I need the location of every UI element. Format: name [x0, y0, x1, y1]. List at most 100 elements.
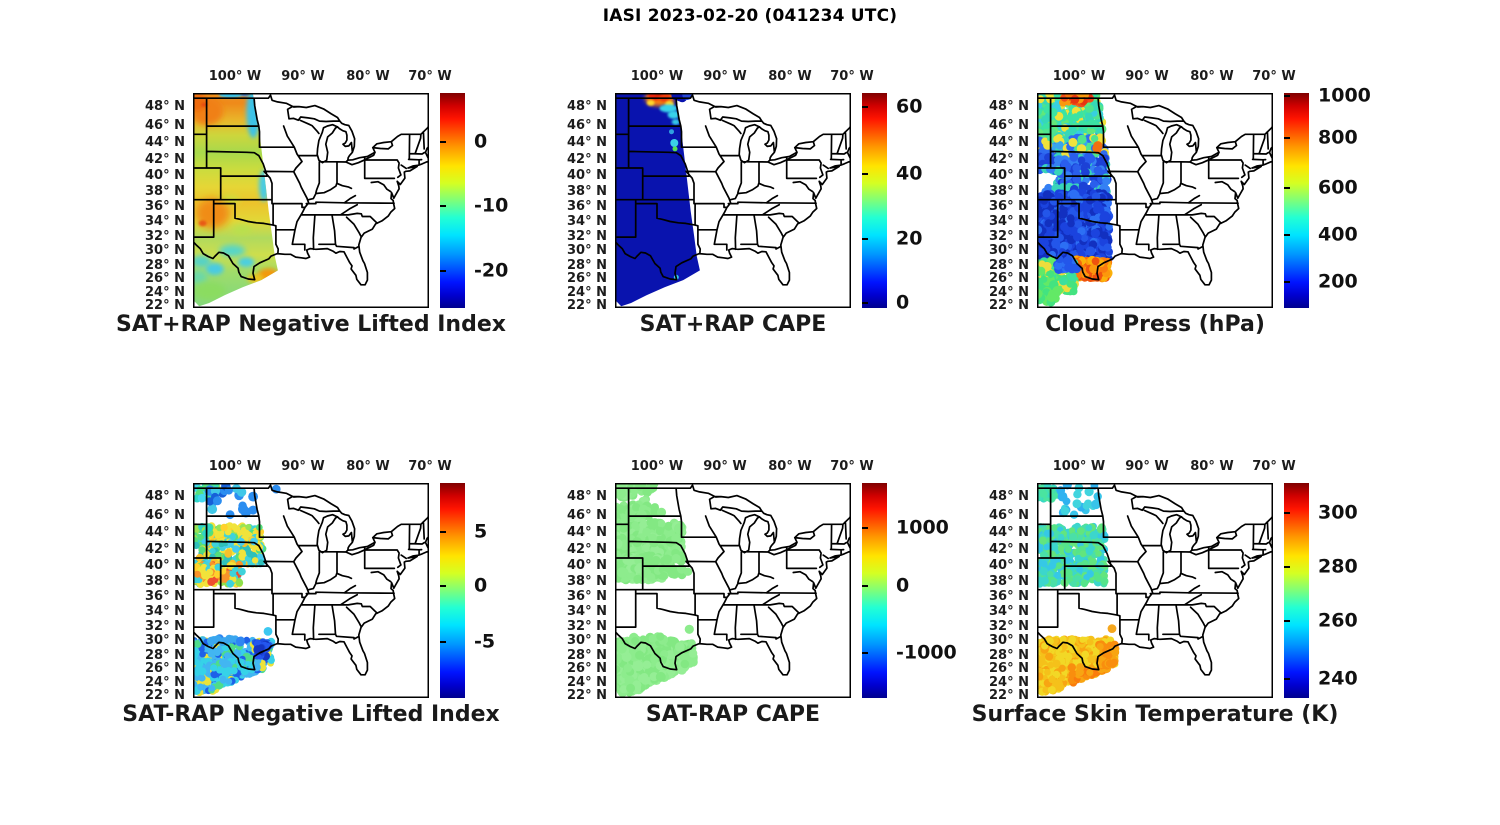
colorbar-tick-label: 0 — [896, 574, 910, 597]
lat-tick-label: 38° N — [145, 183, 185, 199]
axes-frame — [193, 93, 429, 308]
colorbar-tick — [440, 204, 446, 207]
lat-tick-label: 38° N — [989, 573, 1029, 589]
lat-tick-label: 48° N — [567, 99, 607, 115]
axes-frame — [615, 483, 851, 698]
panel-sat-plus-rap-cape: 100° W 90° W 80° W 70° W 48° N 46° N 44° N 42° … — [567, 69, 922, 337]
colorbar-tick — [1284, 233, 1290, 236]
panel-sat-minus-rap-cape: 100° W 90° W 80° W 70° W 48° N 46° N 44° N 42° … — [567, 459, 957, 727]
lat-tick-label: 34° N — [145, 604, 185, 620]
panel-cloud-press: 100° W 90° W 80° W 70° W 48° N 46° N 44° N 42° … — [989, 69, 1371, 337]
lat-tick-label: 44° N — [145, 524, 185, 540]
lat-tick-label: 46° N — [145, 507, 185, 523]
lat-tick-label: 38° N — [567, 573, 607, 589]
colorbar-tick — [440, 141, 446, 144]
colorbar-tick — [440, 531, 446, 534]
lat-tick-label: 42° N — [989, 541, 1029, 557]
panel-title: SAT+RAP Negative Lifted Index — [116, 312, 506, 337]
lat-tick-label: 28° N — [989, 647, 1029, 663]
lat-tick-label: 32° N — [989, 229, 1029, 245]
lat-tick-label: 28° N — [567, 647, 607, 663]
colorbar-tick — [862, 238, 868, 241]
colorbar-tick-label: 5 — [474, 520, 488, 543]
lat-tick-label: 30° N — [989, 633, 1029, 649]
colorbar-sat-minus-rap-cape — [862, 483, 887, 698]
colorbar-tick-label: 600 — [1318, 176, 1358, 199]
colorbar-tick — [862, 651, 868, 654]
lat-tick-label: 38° N — [145, 573, 185, 589]
lat-tick-label: 26° N — [989, 661, 1029, 677]
lat-tick-label: 48° N — [989, 99, 1029, 115]
lat-tick-label: 26° N — [989, 271, 1029, 287]
lon-tick-label: 100° W — [208, 459, 262, 474]
lon-tick-label: 80° W — [346, 69, 390, 84]
lat-tick-label: 46° N — [567, 117, 607, 133]
us-state-borders — [615, 484, 851, 676]
lat-tick-label: 44° N — [989, 134, 1029, 150]
colorbar-sat-plus-rap-nli — [440, 93, 465, 308]
lat-tick-label: 40° N — [145, 558, 185, 574]
colorbar-tick-label: -1000 — [896, 641, 957, 664]
colorbar-cloud-press — [1284, 93, 1309, 308]
colorbar-sat-minus-rap-nli — [440, 483, 465, 698]
lat-tick-label: 38° N — [567, 183, 607, 199]
colorbar-tick-label: 40 — [896, 162, 923, 185]
lon-tick-label: 70° W — [1252, 69, 1296, 84]
colorbar-tick-label: -20 — [474, 259, 509, 282]
us-state-borders — [615, 94, 851, 286]
lat-tick-label: 36° N — [989, 589, 1029, 605]
colorbar-tick-label: 1000 — [1318, 84, 1371, 107]
lat-tick-label: 36° N — [567, 199, 607, 215]
colorbar-tick — [862, 105, 868, 108]
lat-tick-label: 22° N — [145, 688, 185, 704]
lat-tick-label: 42° N — [567, 541, 607, 557]
colorbar-tick — [440, 585, 446, 588]
lat-tick-label: 24° N — [989, 284, 1029, 300]
map-sat-plus-rap-nli — [193, 93, 429, 308]
lat-tick-label: 44° N — [567, 134, 607, 150]
lon-tick-label: 70° W — [408, 459, 452, 474]
lat-tick-label: 42° N — [145, 541, 185, 557]
lat-tick-label: 30° N — [567, 633, 607, 649]
lon-tick-label: 100° W — [630, 459, 684, 474]
lon-tick-label: 80° W — [1190, 459, 1234, 474]
lon-tick-label: 90° W — [1125, 69, 1169, 84]
lat-tick-label: 22° N — [145, 298, 185, 314]
lat-tick-label: 32° N — [145, 619, 185, 635]
panel-surface-skin-temperature: 100° W 90° W 80° W 70° W 48° N 46° N 44° N 42° … — [972, 459, 1358, 727]
colorbar-tick-label: 400 — [1318, 223, 1358, 246]
colorbar-tick-label: 300 — [1318, 501, 1358, 524]
colorbar-tick-label: 1000 — [896, 516, 949, 539]
lat-tick-label: 28° N — [145, 647, 185, 663]
lat-tick-label: 28° N — [145, 257, 185, 273]
lat-tick-label: 40° N — [145, 168, 185, 184]
us-state-borders — [193, 484, 429, 676]
lat-tick-label: 32° N — [567, 229, 607, 245]
lon-tick-label: 80° W — [768, 69, 812, 84]
lon-tick-label: 70° W — [830, 69, 874, 84]
lon-tick-label: 90° W — [1125, 459, 1169, 474]
colorbar-tick-label: -5 — [474, 630, 496, 653]
lat-tick-label: 48° N — [567, 489, 607, 505]
lat-tick-label: 42° N — [145, 151, 185, 167]
colorbar-tick — [862, 301, 868, 304]
lon-tick-label: 80° W — [1190, 69, 1234, 84]
lat-tick-label: 24° N — [145, 674, 185, 690]
lat-tick-label: 36° N — [567, 589, 607, 605]
us-state-borders — [1037, 94, 1273, 286]
lon-tick-label: 70° W — [830, 459, 874, 474]
us-state-borders — [1037, 484, 1273, 676]
lat-tick-label: 30° N — [145, 633, 185, 649]
lon-tick-label: 90° W — [703, 69, 747, 84]
axes-frame — [1037, 93, 1273, 308]
colorbar-tick — [1284, 95, 1290, 98]
colorbar-tick-label: 280 — [1318, 555, 1358, 578]
lat-tick-label: 26° N — [145, 271, 185, 287]
lat-tick-label: 40° N — [567, 168, 607, 184]
lat-tick-label: 48° N — [145, 99, 185, 115]
colorbar-tick — [1284, 281, 1290, 284]
lat-tick-label: 38° N — [989, 183, 1029, 199]
colorbar-tick-label: 800 — [1318, 126, 1358, 149]
colorbar-tick-label: 260 — [1318, 609, 1358, 632]
lat-tick-label: 42° N — [989, 151, 1029, 167]
